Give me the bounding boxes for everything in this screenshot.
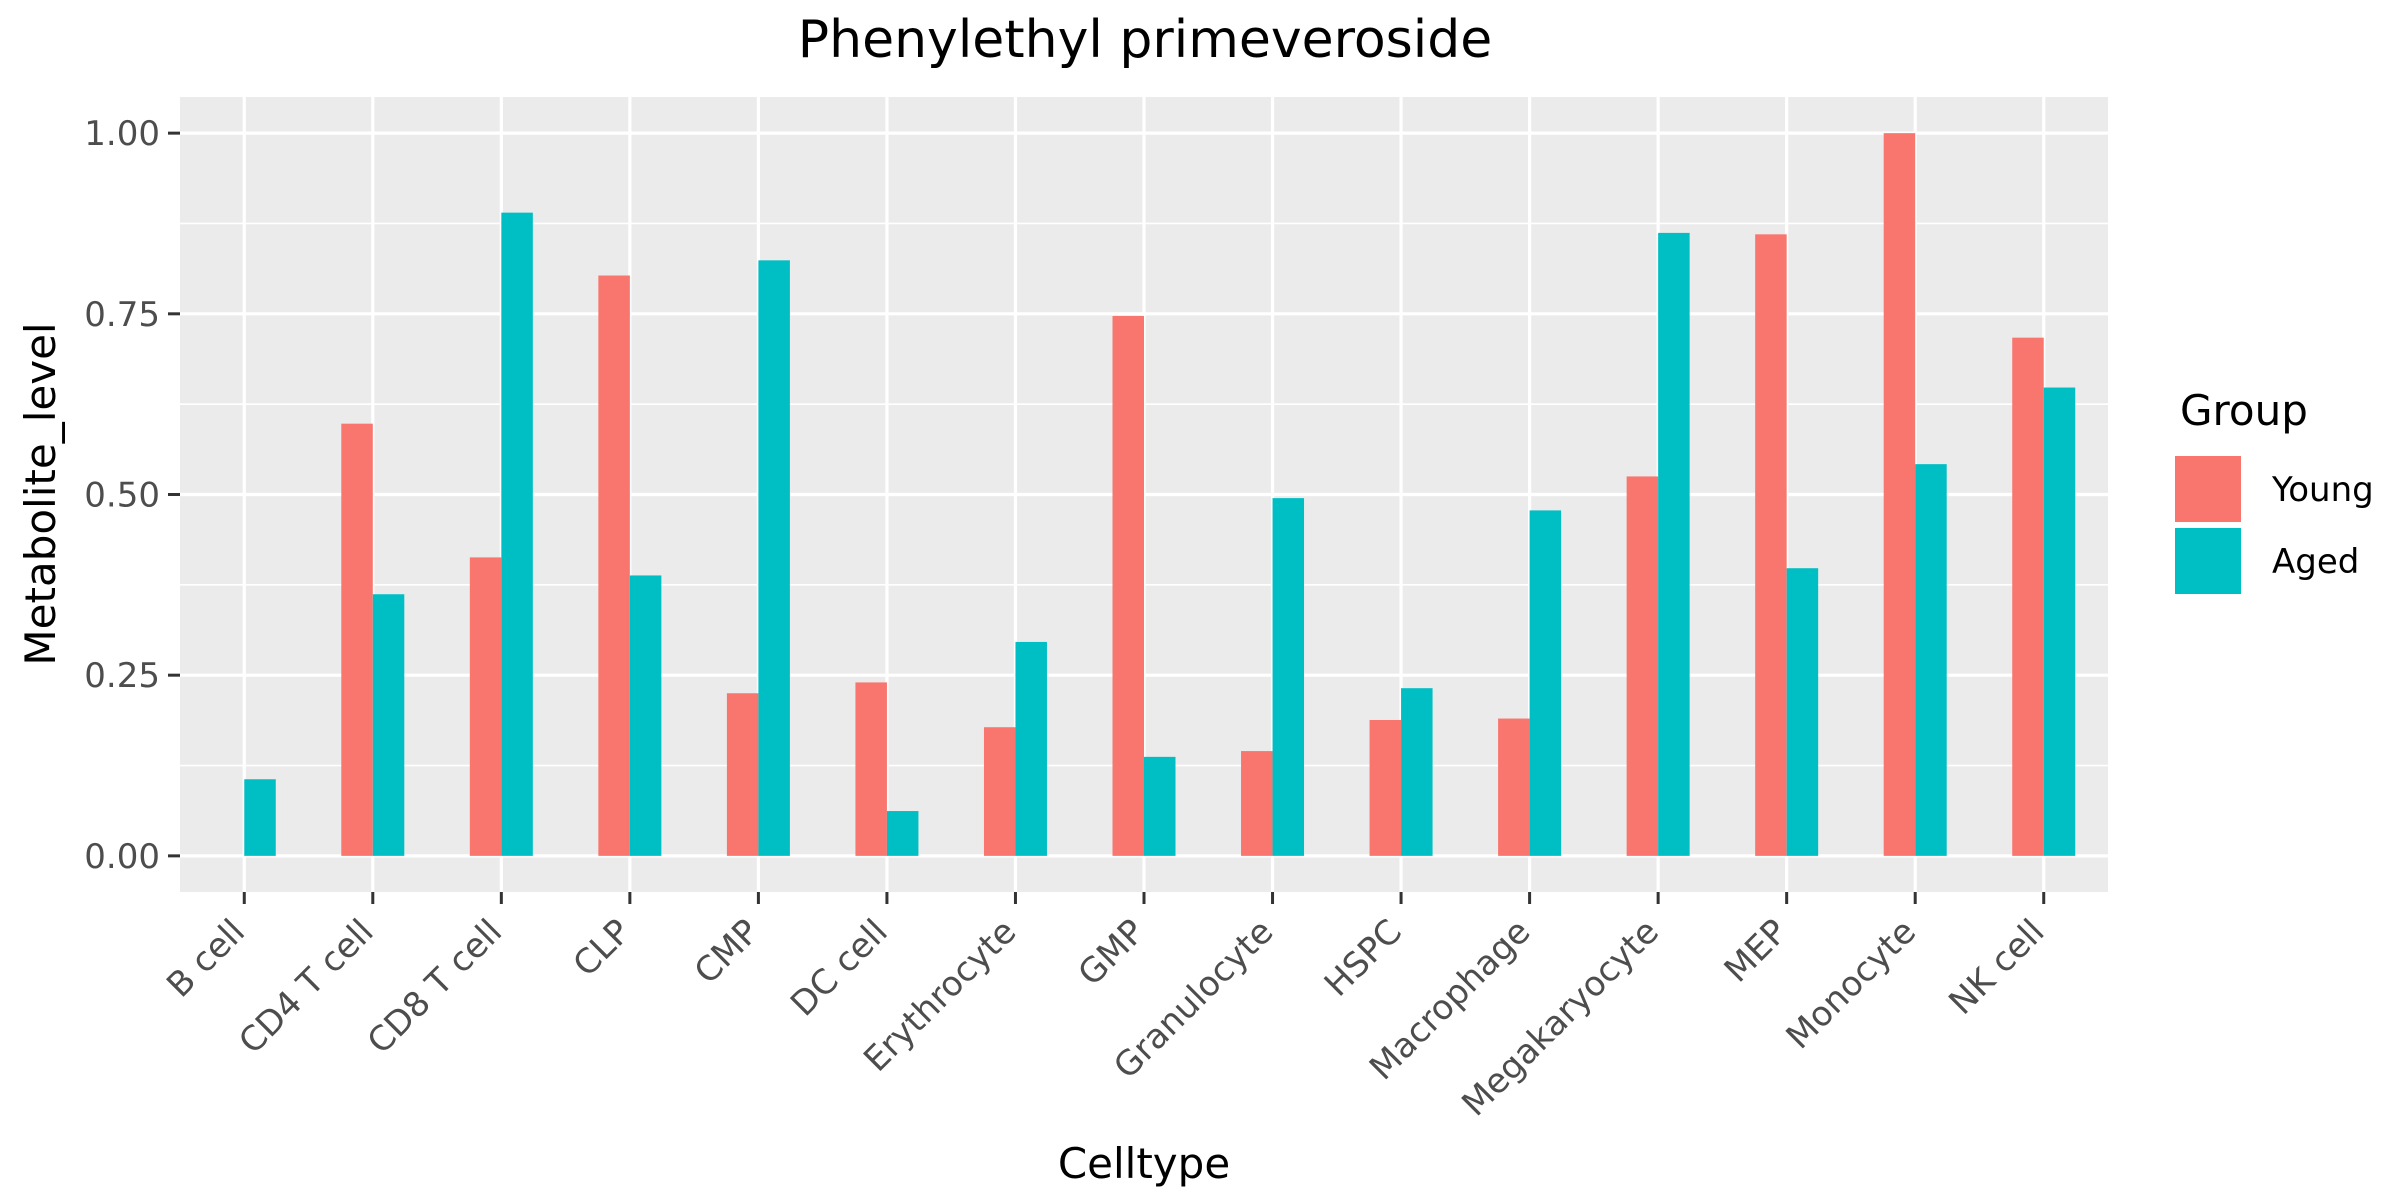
bar-young — [341, 423, 373, 856]
bar-aged — [1915, 464, 1947, 856]
bar-young — [1369, 719, 1402, 856]
bar-young — [1241, 751, 1273, 856]
bar-aged — [1786, 568, 1819, 856]
x-tick-label: HSPC — [1317, 912, 1410, 1005]
bar-aged — [1401, 688, 1433, 856]
bar-young — [855, 682, 887, 856]
bar-aged — [1015, 641, 1047, 856]
x-tick-label: DC cell — [783, 912, 896, 1025]
bar-young — [598, 275, 630, 856]
bar-young — [2012, 337, 2044, 856]
x-tick-label: CD4 T cell — [231, 912, 381, 1062]
y-tick-label: 0.00 — [84, 837, 160, 877]
y-tick-label: 1.00 — [84, 114, 160, 154]
y-axis-title: Metabolite_level — [16, 322, 65, 665]
bar-aged — [501, 212, 533, 856]
y-tick-label: 0.25 — [84, 656, 160, 696]
legend-label-aged: Aged — [2272, 542, 2359, 582]
bar-aged — [2043, 387, 2076, 856]
chart-title: Phenylethyl primeveroside — [798, 10, 1492, 70]
legend: Group Young Aged — [2175, 386, 2374, 594]
bar-young — [1755, 234, 1787, 856]
legend-label-young: Young — [2271, 470, 2374, 510]
bar-aged — [1144, 756, 1176, 856]
legend-key-aged — [2175, 528, 2241, 594]
legend-key-young — [2175, 456, 2241, 522]
x-tick-label: GMP — [1071, 912, 1153, 994]
bars-group — [244, 133, 2076, 856]
x-tick-label: CD8 T cell — [360, 912, 510, 1062]
bar-aged — [758, 260, 790, 856]
bar-aged — [1658, 232, 1690, 856]
bar-young — [1498, 718, 1530, 856]
x-tick-label: Monocyte — [1779, 912, 1924, 1057]
bar-young — [1112, 315, 1144, 856]
bar-young — [983, 727, 1016, 856]
bar-young — [1883, 133, 1916, 856]
y-tick-label: 0.50 — [84, 476, 160, 516]
y-tick-label: 0.75 — [84, 295, 160, 335]
bar-aged — [886, 811, 919, 856]
y-axis: 0.00 0.25 0.50 0.75 1.00 — [84, 114, 180, 877]
bar-aged — [244, 779, 276, 856]
bar-aged — [1529, 510, 1562, 856]
x-tick-label: MEP — [1717, 912, 1796, 991]
x-tick-label: CMP — [687, 912, 767, 992]
x-axis-title: Celltype — [1058, 1139, 1230, 1188]
bar-young — [726, 693, 759, 856]
bar-young — [469, 557, 502, 856]
bar-young — [1626, 476, 1659, 856]
x-tick-label: NK cell — [1941, 912, 2052, 1023]
bar-aged — [629, 575, 662, 856]
bar-aged — [1272, 498, 1305, 856]
legend-title: Group — [2180, 386, 2308, 435]
x-tick-label: B cell — [159, 912, 253, 1006]
bar-aged — [372, 594, 405, 856]
x-tick-label: CLP — [566, 912, 639, 985]
